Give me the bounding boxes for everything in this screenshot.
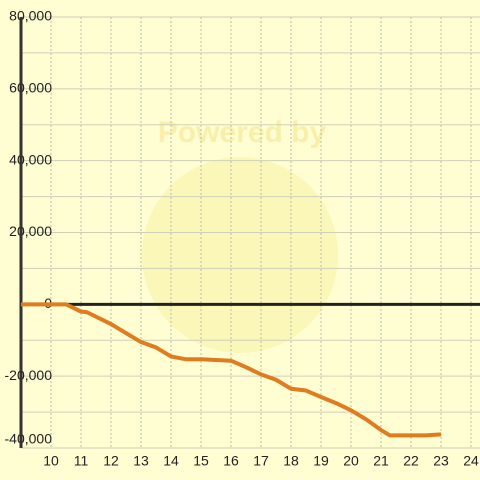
data-line [21,302,442,438]
x-tick-label: 10 [43,453,59,469]
x-tick-label: 18 [283,453,299,469]
x-tick-label: 14 [163,453,179,469]
x-tick-label: 12 [103,453,119,469]
x-tick-label: 21 [373,453,389,469]
x-tick-label: 22 [403,453,419,469]
y-tick-label: -20,000 [5,367,53,383]
y-tick-label: 20,000 [9,223,52,239]
x-tick-label: 20 [343,453,359,469]
y-tick-label: 80,000 [9,8,52,24]
x-tick-label: 23 [433,453,449,469]
x-tick-label: 17 [253,453,269,469]
y-tick-label: 60,000 [9,80,52,96]
x-tick-label: 19 [313,453,329,469]
watermark: Powered by [158,116,327,149]
y-tick-label: -40,000 [5,431,53,447]
y-tick-label: 40,000 [9,151,52,167]
x-tick-label: 24 [463,453,479,469]
x-tick-label: 16 [223,453,239,469]
x-tick-label: 15 [193,453,209,469]
x-tick-label: 11 [74,453,89,469]
x-tick-label: 13 [133,453,149,469]
